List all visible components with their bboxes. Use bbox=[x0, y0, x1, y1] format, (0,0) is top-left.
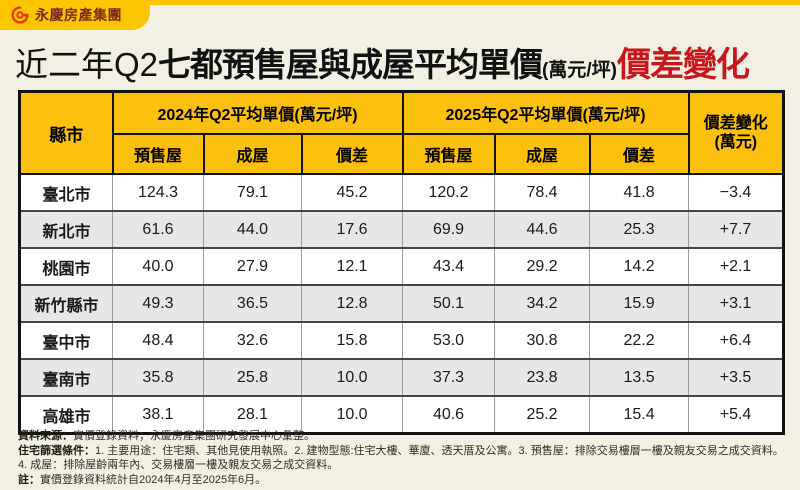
value-cell: 10.0 bbox=[300, 358, 404, 396]
header-city: 縣市 bbox=[18, 90, 114, 175]
city-cell: 臺北市 bbox=[19, 173, 113, 211]
value-cell: 49.3 bbox=[112, 284, 204, 322]
note-source: 資料來源：實價登錄資料；永慶房產集團研究發展中心彙整。 bbox=[18, 429, 784, 444]
header-2025-existing: 成屋 bbox=[493, 133, 591, 175]
value-cell: 44.0 bbox=[203, 210, 302, 248]
table-row-taipei: 臺北市 124.3 79.1 45.2 120.2 78.4 41.8 −3.4 bbox=[19, 173, 785, 211]
value-cell: 41.8 bbox=[589, 173, 690, 211]
value-cell: 25.8 bbox=[203, 358, 302, 396]
value-cell: 12.8 bbox=[300, 284, 404, 322]
brand-logo-text: 永慶房產集團 bbox=[35, 7, 122, 23]
value-cell: 10.0 bbox=[300, 395, 404, 434]
change-cell: +7.7 bbox=[688, 210, 785, 248]
value-cell: 12.1 bbox=[300, 247, 404, 285]
value-cell: 35.8 bbox=[112, 358, 204, 396]
note-source-text: 實價登錄資料；永慶房產集團研究發展中心彙整。 bbox=[73, 430, 315, 442]
value-cell: 29.2 bbox=[494, 247, 591, 285]
city-cell: 桃園市 bbox=[19, 247, 113, 285]
city-cell: 新竹縣市 bbox=[19, 284, 113, 322]
value-cell: 25.3 bbox=[589, 210, 690, 248]
note-remark-text: 實價登錄資料統計自2024年4月至2025年6月。 bbox=[40, 473, 267, 486]
value-cell: 48.4 bbox=[112, 321, 204, 359]
note-remark: 註：實價登錄資料統計自2024年4月至2025年6月。 bbox=[18, 473, 784, 488]
value-cell: 34.2 bbox=[494, 284, 591, 322]
header-change-line2: (萬元) bbox=[714, 134, 758, 151]
value-cell: 23.8 bbox=[494, 358, 591, 396]
value-cell: 50.1 bbox=[402, 284, 496, 322]
city-cell: 新北市 bbox=[19, 210, 113, 248]
table-row-taoyuan: 桃園市 40.0 27.9 12.1 43.4 29.2 14.2 +2.1 bbox=[19, 247, 785, 285]
value-cell: 22.2 bbox=[589, 321, 690, 359]
table-row-hsinchu: 新竹縣市 49.3 36.5 12.8 50.1 34.2 15.9 +3.1 bbox=[19, 284, 785, 322]
value-cell: 37.3 bbox=[402, 358, 496, 396]
change-cell: +5.4 bbox=[688, 395, 785, 434]
table-row-newtaipei: 新北市 61.6 44.0 17.6 69.9 44.6 25.3 +7.7 bbox=[19, 210, 785, 248]
value-cell: 78.4 bbox=[494, 173, 591, 211]
value-cell: 28.1 bbox=[203, 395, 302, 434]
value-cell: 14.2 bbox=[589, 247, 690, 285]
header-2024-gap: 價差 bbox=[300, 133, 404, 175]
value-cell: 32.6 bbox=[203, 321, 302, 359]
header-2025-presale: 預售屋 bbox=[401, 133, 496, 175]
value-cell: 15.4 bbox=[589, 395, 690, 434]
header-2024-presale: 預售屋 bbox=[111, 133, 205, 175]
header-change: 價差變化 (萬元) bbox=[687, 90, 785, 175]
yungching-spiral-icon bbox=[11, 6, 29, 24]
title-unit: (萬元/坪) bbox=[542, 60, 617, 81]
note-source-label: 資料來源： bbox=[18, 430, 73, 442]
value-cell: 120.2 bbox=[402, 173, 496, 211]
value-cell: 124.3 bbox=[112, 173, 204, 211]
change-cell: +3.1 bbox=[688, 284, 785, 322]
note-remark-label: 註： bbox=[18, 473, 40, 486]
city-cell: 高雄市 bbox=[19, 395, 113, 434]
header-change-line1: 價差變化 bbox=[703, 114, 768, 132]
brand-logo-tab: 永慶房產集團 bbox=[0, 0, 150, 30]
title-prefix: 近二年Q2 bbox=[15, 46, 159, 83]
value-cell: 61.6 bbox=[112, 210, 204, 248]
table-row-kaohsiung: 高雄市 38.1 28.1 10.0 40.6 25.2 15.4 +5.4 bbox=[19, 395, 785, 434]
header-group-2025: 2025年Q2平均單價(萬元/坪) bbox=[401, 90, 690, 135]
header-group-2024: 2024年Q2平均單價(萬元/坪) bbox=[111, 90, 404, 135]
table-row-taichung: 臺中市 48.4 32.6 15.8 53.0 30.8 22.2 +6.4 bbox=[19, 321, 785, 359]
value-cell: 79.1 bbox=[203, 173, 302, 211]
top-accent-strip bbox=[0, 0, 800, 5]
value-cell: 38.1 bbox=[112, 395, 204, 434]
value-cell: 15.9 bbox=[589, 284, 690, 322]
note-criteria-label: 住宅篩選條件： bbox=[18, 444, 95, 457]
value-cell: 25.2 bbox=[494, 395, 591, 434]
change-cell: +3.5 bbox=[688, 358, 785, 396]
city-cell: 臺南市 bbox=[19, 358, 113, 396]
price-comparison-table: 縣市 2024年Q2平均單價(萬元/坪) 2025年Q2平均單價(萬元/坪) 價… bbox=[18, 90, 786, 435]
value-cell: 40.0 bbox=[112, 247, 204, 285]
change-cell: −3.4 bbox=[688, 173, 785, 211]
city-cell: 臺中市 bbox=[19, 321, 113, 359]
note-criteria: 住宅篩選條件：1. 主要用途：住宅類、其他見使用執照。2. 建物型態:住宅大樓、… bbox=[18, 444, 784, 473]
page-title: 近二年Q2七都預售屋與成屋平均單價(萬元/坪)價差變化 bbox=[15, 37, 750, 86]
footnotes: 資料來源：實價登錄資料；永慶房產集團研究發展中心彙整。 住宅篩選條件：1. 主要… bbox=[18, 429, 784, 487]
value-cell: 36.5 bbox=[203, 284, 302, 322]
header-2024-existing: 成屋 bbox=[202, 133, 303, 175]
value-cell: 17.6 bbox=[300, 210, 404, 248]
value-cell: 45.2 bbox=[300, 173, 404, 211]
value-cell: 27.9 bbox=[203, 247, 302, 285]
note-criteria-text: 1. 主要用途：住宅類、其他見使用執照。2. 建物型態:住宅大樓、華廈、透天厝及… bbox=[18, 444, 784, 472]
change-cell: +6.4 bbox=[688, 321, 785, 359]
value-cell: 44.6 bbox=[494, 210, 591, 248]
title-main: 七都預售屋與成屋平均單價 bbox=[158, 46, 543, 83]
change-cell: +2.1 bbox=[688, 247, 785, 285]
value-cell: 13.5 bbox=[589, 358, 690, 396]
value-cell: 53.0 bbox=[402, 321, 496, 359]
value-cell: 43.4 bbox=[402, 247, 496, 285]
header-2025-gap: 價差 bbox=[588, 133, 690, 175]
value-cell: 40.6 bbox=[402, 395, 496, 434]
title-highlight: 價差變化 bbox=[616, 46, 750, 84]
table-row-tainan: 臺南市 35.8 25.8 10.0 37.3 23.8 13.5 +3.5 bbox=[19, 358, 785, 396]
value-cell: 15.8 bbox=[300, 321, 404, 359]
value-cell: 30.8 bbox=[494, 321, 591, 359]
value-cell: 69.9 bbox=[402, 210, 496, 248]
